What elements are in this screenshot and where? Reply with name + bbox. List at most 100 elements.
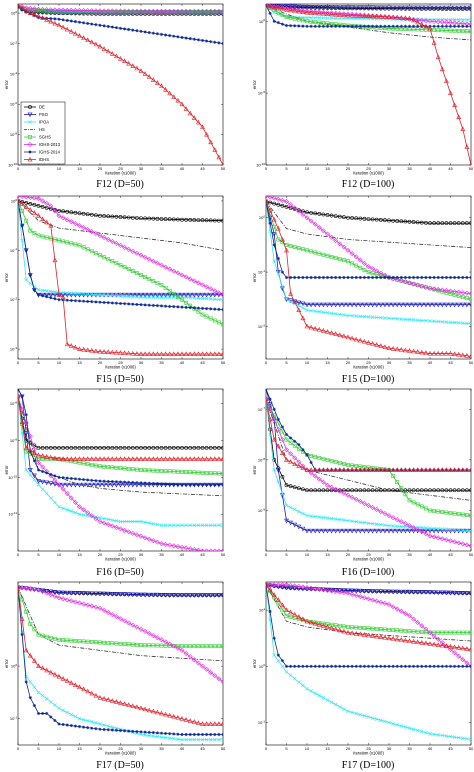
series-marker-de: [362, 488, 367, 493]
series-marker-ipoa: [296, 680, 301, 684]
series-marker-ighs-2013: [35, 6, 42, 12]
series-marker-ighs-2013: [390, 14, 396, 20]
series-marker-sghs: [317, 20, 322, 25]
series-marker-ipoa: [469, 18, 471, 22]
series-marker-pso: [187, 292, 193, 298]
series-marker-pso: [68, 590, 74, 596]
series-marker-ipoa: [305, 686, 309, 691]
series-marker-idhs: [77, 456, 82, 461]
series-marker-ighs-2013: [460, 541, 466, 547]
series-marker-pso: [435, 5, 441, 11]
series-marker-ighs-2013: [419, 529, 425, 535]
series-marker-de: [171, 446, 176, 450]
series-marker-idhs: [345, 12, 351, 18]
series-marker-sghs: [350, 463, 355, 468]
series-marker-ighs-2014: [432, 24, 436, 28]
series-marker-idhs: [175, 456, 181, 461]
series-marker-pso: [361, 302, 367, 308]
series-marker-de: [313, 211, 318, 216]
series-marker-pso: [390, 302, 396, 308]
series-marker-sghs: [85, 247, 90, 252]
series-marker-de: [44, 205, 49, 210]
series-marker-sghs: [321, 21, 326, 25]
series-marker-ighs-2014: [350, 275, 354, 280]
series-marker-ighs-2014: [90, 726, 94, 730]
series-marker-sghs: [212, 644, 217, 649]
x-tick-label: 0: [17, 360, 20, 365]
series-marker-de: [212, 218, 217, 223]
series-marker-ighs-2014: [334, 275, 338, 280]
series-marker-idhs: [329, 11, 335, 17]
series-marker-pso: [48, 481, 54, 486]
series-marker-ipoa: [370, 315, 375, 319]
series-marker-de: [362, 6, 367, 11]
series-marker-idhs: [40, 216, 46, 221]
series-marker-pso: [316, 5, 322, 10]
series-marker-idhs: [279, 236, 285, 242]
series-marker-ighs-2013: [411, 616, 417, 622]
series-marker-ipoa: [126, 294, 131, 299]
series-marker-pso: [448, 5, 453, 11]
series-marker-ipoa: [362, 713, 367, 718]
series-marker-idhs: [266, 396, 269, 402]
series-marker-ighs-2014: [453, 24, 457, 28]
series-marker-idhs: [431, 350, 437, 356]
series-marker-ighs-2013: [423, 18, 429, 24]
series-marker-pso: [216, 593, 222, 598]
series-marker-sghs: [325, 622, 330, 627]
series-marker-pso: [411, 528, 417, 534]
series-marker-sghs: [69, 638, 74, 643]
series-marker-ighs-2013: [89, 603, 95, 609]
series-marker-ipoa: [428, 526, 432, 531]
series-marker-ighs-2014: [114, 301, 118, 305]
series-marker-idhs: [341, 333, 347, 339]
series-marker-ighs-2014: [86, 478, 90, 482]
series-marker-sghs: [126, 267, 131, 272]
series-marker-idhs: [300, 315, 306, 321]
series-marker-ighs-2014: [151, 731, 155, 735]
series-marker-de: [436, 221, 441, 226]
x-tick-label: 10: [305, 360, 310, 365]
series-marker-ighs-2013: [60, 596, 66, 602]
series-marker-idhs: [271, 4, 277, 10]
series-marker-ighs-2013: [187, 546, 193, 551]
series-marker-ighs-2014: [444, 24, 448, 28]
series-marker-de: [134, 446, 139, 450]
series-marker-ighs-2014: [123, 302, 127, 306]
series-marker-idhs: [195, 119, 201, 125]
series-marker-idhs: [394, 14, 400, 20]
series-marker-ipoa: [452, 735, 457, 739]
series-marker-de: [44, 446, 49, 450]
series-marker-ighs-2014: [118, 301, 123, 306]
series-marker-ipoa: [159, 523, 164, 528]
series-marker-ighs-2013: [329, 10, 335, 16]
series-marker-de: [346, 215, 350, 220]
series-marker-ighs-2014: [284, 23, 289, 28]
series-marker-ighs-2013: [138, 8, 144, 14]
series-marker-idhs: [122, 701, 128, 706]
series-marker-sghs: [276, 10, 281, 15]
series-marker-sghs: [135, 642, 139, 647]
series-marker-sghs: [337, 461, 342, 465]
series-marker-de: [139, 446, 143, 450]
series-marker-pso: [191, 593, 197, 598]
series-marker-idhs: [300, 9, 306, 14]
series-marker-idhs: [320, 328, 326, 333]
series-marker-ipoa: [460, 736, 465, 741]
series-marker-ighs-2014: [465, 664, 469, 668]
series-marker-idhs: [361, 338, 367, 344]
series-marker-idhs: [77, 684, 82, 690]
y-axis-label: error: [4, 272, 9, 281]
series-marker-pso: [304, 4, 310, 10]
series-marker-ipoa: [288, 299, 293, 304]
series-marker-idhs: [52, 20, 58, 26]
series-marker-ighs-2014: [366, 664, 371, 668]
series-marker-ighs-2013: [361, 12, 367, 18]
series-marker-ighs-2013: [154, 539, 160, 545]
series-marker-de: [333, 214, 338, 219]
series-marker-sghs: [266, 397, 268, 402]
series-marker-de: [36, 446, 41, 450]
series-marker-ighs-2013: [191, 657, 197, 663]
series-marker-de: [106, 446, 111, 450]
series-marker-ipoa: [456, 17, 461, 22]
